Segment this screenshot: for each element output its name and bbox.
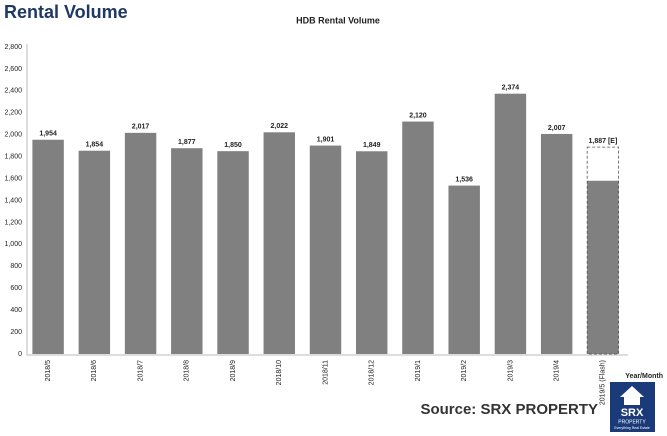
x-tick-label: 2018/5	[45, 360, 52, 382]
y-tick-label: 1,200	[4, 219, 22, 226]
y-tick-label: 1,000	[4, 241, 22, 248]
bar	[587, 180, 619, 354]
value-label: 1,536	[455, 176, 473, 183]
x-tick-label: 2019/1	[415, 360, 422, 382]
bar	[263, 132, 295, 354]
x-tick-label: 2018/7	[137, 360, 144, 382]
value-label: 1,954	[39, 131, 57, 138]
y-tick-label: 2,000	[4, 132, 22, 139]
value-label: 1,887 [E]	[588, 138, 617, 145]
bar	[540, 133, 573, 354]
bar	[448, 185, 480, 354]
value-label: 1,901	[317, 136, 335, 143]
y-tick-label: 0	[18, 351, 22, 358]
bar	[32, 139, 64, 354]
y-tick-label: 1,800	[4, 153, 22, 160]
source: Source: SRX PROPERTY	[420, 401, 598, 418]
y-tick-label: 2,600	[4, 66, 22, 73]
y-tick-label: 1,600	[4, 175, 22, 182]
value-label: 2,007	[548, 125, 566, 132]
value-label: 1,877	[178, 139, 196, 146]
x-tick-label: 2019/4	[553, 360, 560, 382]
x-tick-label: 2018/12	[369, 360, 376, 385]
y-tick-label: 600	[10, 285, 22, 292]
value-label: 2,374	[502, 85, 520, 92]
logo-sub: PROPERTY	[618, 419, 646, 425]
chart-title: HDB Rental Volume	[296, 15, 380, 25]
bar	[171, 148, 203, 354]
logo-brand: SRX	[621, 407, 644, 419]
bar	[124, 132, 157, 354]
x-axis-label: Year/Month	[625, 373, 663, 380]
bar	[494, 93, 527, 354]
bar	[78, 150, 111, 354]
y-tick-label: 2,800	[4, 44, 22, 51]
value-label: 2,017	[132, 124, 150, 131]
x-tick-label: 2018/8	[184, 360, 191, 382]
bar	[356, 151, 388, 354]
x-tick-label: 2019/2	[461, 360, 468, 382]
logo-house	[620, 386, 644, 405]
x-tick-label: 2018/9	[230, 360, 237, 382]
bar	[309, 145, 342, 354]
estimate-bar	[586, 146, 620, 355]
value-label: 1,849	[363, 142, 381, 149]
value-label: 2,120	[409, 112, 427, 119]
value-label: 2,022	[271, 123, 289, 130]
x-tick-label: 2018/10	[276, 360, 283, 385]
x-tick-label: 2018/6	[91, 360, 98, 382]
x-tick-label: 2019/5 (Flash)	[600, 360, 607, 405]
x-tick-label: 2018/11	[322, 360, 329, 385]
y-tick-label: 800	[10, 263, 22, 270]
header: Rental Volume	[4, 2, 128, 22]
y-tick-label: 1,400	[4, 197, 22, 204]
x-tick-label: 2019/3	[507, 360, 514, 382]
bar	[217, 151, 249, 354]
y-tick-label: 400	[10, 307, 22, 314]
y-tick-label: 200	[10, 329, 22, 336]
y-tick-label: 2,400	[4, 88, 22, 95]
y-tick-label: 2,200	[4, 110, 22, 117]
logo-tagline: Everything Real Estate	[614, 426, 650, 430]
value-label: 1,850	[224, 142, 242, 149]
value-label: 1,854	[86, 142, 104, 149]
bar	[402, 121, 434, 354]
